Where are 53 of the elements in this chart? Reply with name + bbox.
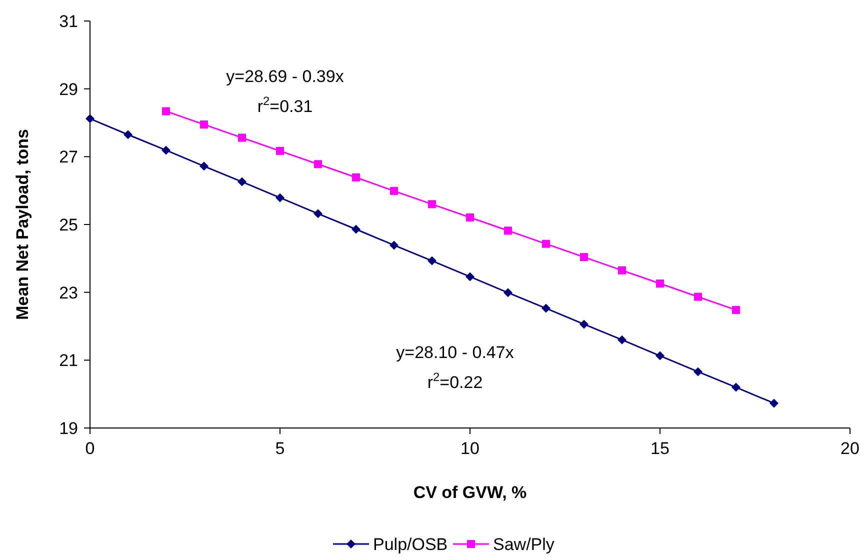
point <box>504 226 512 235</box>
y-tick-label: 19 <box>59 418 78 438</box>
point <box>504 288 512 298</box>
x-tick-label: 10 <box>460 439 480 458</box>
point <box>86 114 94 124</box>
x-axis-title: CV of GVW, % <box>413 483 527 502</box>
point <box>694 292 702 301</box>
point <box>314 209 322 218</box>
x-tick-label: 0 <box>85 439 95 458</box>
point <box>428 256 436 266</box>
annotation: y=28.10 - 0.47x r$^{2}$=0.22 <box>396 343 514 392</box>
y-axis-title: Mean Net Payload, tons <box>13 129 32 320</box>
point <box>694 367 702 376</box>
point <box>390 240 398 250</box>
point <box>352 224 360 234</box>
point <box>124 130 132 140</box>
point <box>656 351 664 360</box>
point <box>200 120 208 128</box>
x-tick-label: 5 <box>275 439 285 458</box>
point <box>732 306 740 314</box>
point <box>162 107 170 116</box>
y-tick-label: 23 <box>59 283 78 302</box>
point <box>314 160 322 168</box>
point <box>276 193 284 202</box>
point <box>580 320 588 329</box>
point <box>466 272 474 282</box>
y-tick-label: 21 <box>59 351 78 370</box>
point <box>162 146 170 155</box>
y-tick-label: 31 <box>59 12 78 31</box>
point <box>542 240 550 248</box>
y-tick-label: 25 <box>59 215 78 234</box>
point <box>732 382 740 392</box>
point <box>238 177 246 186</box>
x-tick-label: 20 <box>840 439 860 458</box>
point <box>352 173 360 182</box>
point <box>200 162 208 171</box>
point <box>238 134 246 142</box>
point <box>542 304 550 313</box>
point <box>618 266 626 274</box>
point <box>276 146 284 155</box>
point <box>618 335 626 344</box>
point <box>390 186 398 195</box>
point <box>428 200 436 208</box>
annotation: y=28.69 - 0.39x r$^{2}$=0.31 <box>226 67 344 116</box>
point <box>466 213 474 222</box>
point <box>656 280 664 288</box>
y-tick-label: 29 <box>59 80 78 99</box>
point <box>580 253 588 262</box>
legend-label: Pulp/OSB <box>373 534 448 554</box>
y-tick-label: 27 <box>59 148 78 167</box>
point <box>770 398 778 408</box>
legend-label: Saw/Ply <box>493 534 555 554</box>
x-tick-label: 15 <box>650 439 670 458</box>
